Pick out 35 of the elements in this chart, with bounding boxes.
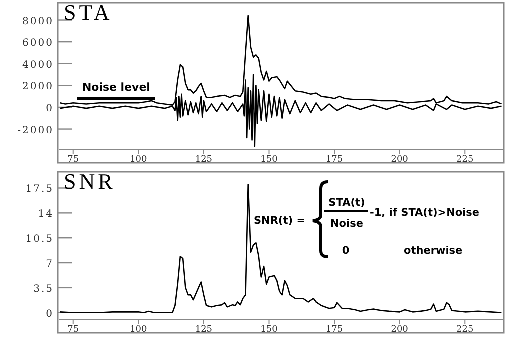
y-tick-label: 0	[46, 308, 54, 320]
chart-title: SNR	[64, 169, 116, 194]
x-tick-label: 75	[68, 155, 80, 165]
x-tick-label: 125	[195, 325, 213, 335]
x-tick-label: 150	[260, 325, 278, 335]
chart-title: STA	[64, 0, 113, 25]
y-tick-label: 10.5	[26, 234, 54, 246]
annotation: SNR(t) =	[254, 215, 306, 227]
x-tick-label: 175	[326, 325, 344, 335]
annotation: STA(t)	[328, 197, 366, 209]
y-tick-label: 6000	[22, 38, 54, 50]
x-tick-label: 150	[260, 155, 278, 165]
y-tick-label: 7	[46, 259, 54, 270]
x-tick-label: 125	[195, 155, 213, 165]
y-tick-label: 0	[46, 103, 54, 114]
y-tick-label: 8000	[22, 16, 54, 28]
y-tick-label: 3.5	[34, 284, 54, 295]
x-tick-label: 75	[68, 325, 80, 335]
y-tick-label: 14	[38, 209, 54, 220]
y-tick-label: 4000	[22, 60, 54, 71]
annotation: otherwise	[404, 245, 463, 257]
y-tick-label: 17.5	[26, 184, 54, 196]
y-tick-label: 2000	[22, 82, 54, 93]
annotation: 0	[342, 245, 350, 257]
x-tick-label: 100	[130, 155, 148, 165]
x-tick-label: 100	[130, 325, 148, 335]
annotation: Noise	[330, 218, 364, 230]
annotation: -1, if STA(t)>Noise	[370, 207, 480, 219]
y-tick-label: -2000	[18, 125, 54, 136]
x-tick-label: 175	[326, 155, 344, 165]
x-tick-label: 225	[456, 155, 474, 165]
x-tick-label: 225	[456, 325, 474, 335]
x-tick-label: 200	[391, 155, 409, 165]
x-tick-label: 200	[391, 325, 409, 335]
annotation: Noise level	[82, 80, 150, 94]
